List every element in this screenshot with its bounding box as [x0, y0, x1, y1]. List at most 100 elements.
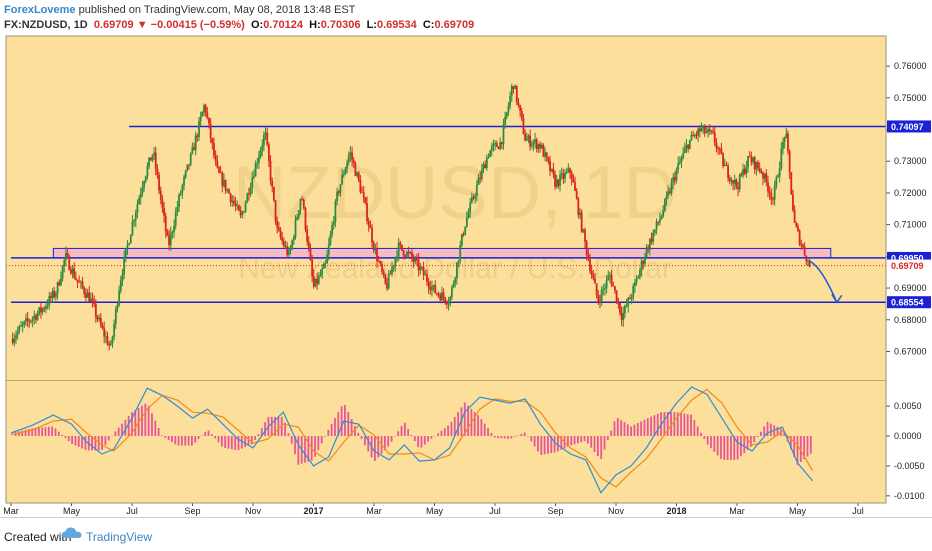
candle-body — [50, 296, 52, 298]
candle-body — [515, 85, 518, 103]
candle-body — [727, 165, 729, 178]
histogram-bar — [743, 436, 746, 454]
publish-info: published on TradingView.com, May 08, 20… — [75, 4, 356, 16]
candle-body — [700, 128, 703, 132]
candle-body — [276, 220, 279, 228]
candle-body — [777, 176, 779, 178]
candle-body — [780, 148, 783, 169]
candle-body — [569, 168, 571, 173]
candle-body — [81, 281, 84, 288]
candle-body — [94, 304, 97, 317]
histogram-bar — [430, 436, 433, 439]
chart-area[interactable]: NZDUSD, 1D New Zealand Dollar / U.S. Dol… — [0, 0, 932, 517]
histogram-bar — [596, 436, 599, 457]
candle-body — [663, 199, 666, 211]
histogram-bar — [527, 436, 529, 437]
macd-axis[interactable]: 0.0050 0.0000 -0.0050 -0.0100 — [886, 401, 925, 501]
candle-body — [371, 228, 373, 243]
candle-body — [680, 157, 683, 162]
price-axis[interactable]: 0.760000.750000.740000.730000.720000.710… — [886, 61, 927, 356]
candle-body — [532, 142, 535, 145]
histogram-bar — [420, 436, 423, 448]
candle-body — [379, 261, 382, 265]
candle-body — [296, 216, 299, 220]
histogram-bar — [350, 418, 353, 437]
candle-body — [422, 267, 425, 275]
low-label: L: — [366, 19, 377, 31]
candle-body — [638, 270, 641, 277]
publish-line: ForexLoveme published on TradingView.com… — [4, 4, 355, 16]
candle-body — [239, 210, 242, 216]
candle-body — [336, 191, 338, 202]
price-change: −0.00415 (−0.59%) — [150, 19, 245, 31]
candle-body — [116, 304, 119, 309]
candle-body — [657, 221, 660, 223]
candle-body — [645, 247, 648, 257]
histogram-bar — [164, 436, 167, 438]
candle-body — [554, 173, 556, 187]
author-link[interactable]: ForexLoveme — [4, 4, 76, 16]
candle-body — [109, 343, 112, 345]
candle-body — [402, 250, 405, 256]
candle-body — [259, 150, 262, 157]
candle-body — [482, 164, 485, 170]
histogram-bar — [623, 422, 626, 437]
candle-body — [74, 277, 77, 280]
candle-body — [552, 168, 555, 174]
histogram-bar — [197, 436, 200, 440]
candle-body — [181, 185, 184, 193]
histogram-bar — [327, 429, 330, 437]
candle-body — [15, 335, 17, 339]
candle-body — [707, 128, 710, 133]
candle-body — [457, 260, 460, 263]
candle-body — [33, 315, 36, 319]
candle-body — [738, 174, 741, 190]
chart-header: ForexLoveme published on TradingView.com… — [0, 0, 932, 36]
tradingview-link[interactable]: TradingView — [86, 530, 153, 544]
candle-body — [437, 293, 440, 296]
candle-body — [512, 86, 515, 89]
candle-body — [392, 265, 395, 268]
candle-body — [775, 177, 778, 187]
candle-body — [747, 156, 749, 168]
histogram-bar — [543, 436, 546, 455]
candle-body — [772, 199, 774, 201]
histogram-bar — [104, 436, 107, 446]
price-tick-label: 0.68000 — [894, 315, 927, 325]
candle-body — [667, 191, 670, 196]
histogram-bar — [653, 415, 656, 437]
histogram-bar — [200, 435, 203, 437]
candle-body — [361, 191, 363, 193]
candle-body — [61, 265, 64, 279]
histogram-bar — [154, 420, 157, 437]
support-zone[interactable] — [52, 247, 832, 259]
candle-body — [322, 264, 325, 269]
time-axis[interactable]: Mar May Jul Sep Nov 2017 Mar May Jul Sep Nov 2018 Ma… — [3, 502, 886, 516]
candle-body — [238, 205, 240, 211]
candle-body — [697, 128, 700, 136]
candle-body — [605, 279, 608, 288]
candle-body — [46, 305, 49, 307]
candle-body — [114, 308, 117, 324]
histogram-bar — [37, 427, 40, 437]
candle-body — [188, 164, 190, 166]
histogram-bar — [663, 412, 666, 437]
candle-body — [416, 258, 418, 260]
projection-arrow[interactable] — [809, 260, 843, 304]
candle-body — [292, 236, 295, 241]
symbol-label[interactable]: FX:NZDUSD, 1D — [4, 19, 88, 31]
histogram-bar — [636, 423, 639, 437]
candle-body — [103, 328, 106, 337]
time-tick-label: 2018 — [666, 506, 686, 516]
histogram-bar — [700, 432, 702, 437]
candle-body — [264, 132, 267, 135]
candle-body — [79, 281, 82, 283]
candle-body — [803, 246, 806, 256]
candle-body — [609, 274, 611, 277]
candle-body — [808, 260, 811, 267]
candle-body — [153, 152, 155, 155]
candle-body — [113, 323, 116, 337]
candle-body — [713, 132, 716, 143]
candle-body — [26, 318, 29, 321]
candle-body — [128, 243, 131, 245]
